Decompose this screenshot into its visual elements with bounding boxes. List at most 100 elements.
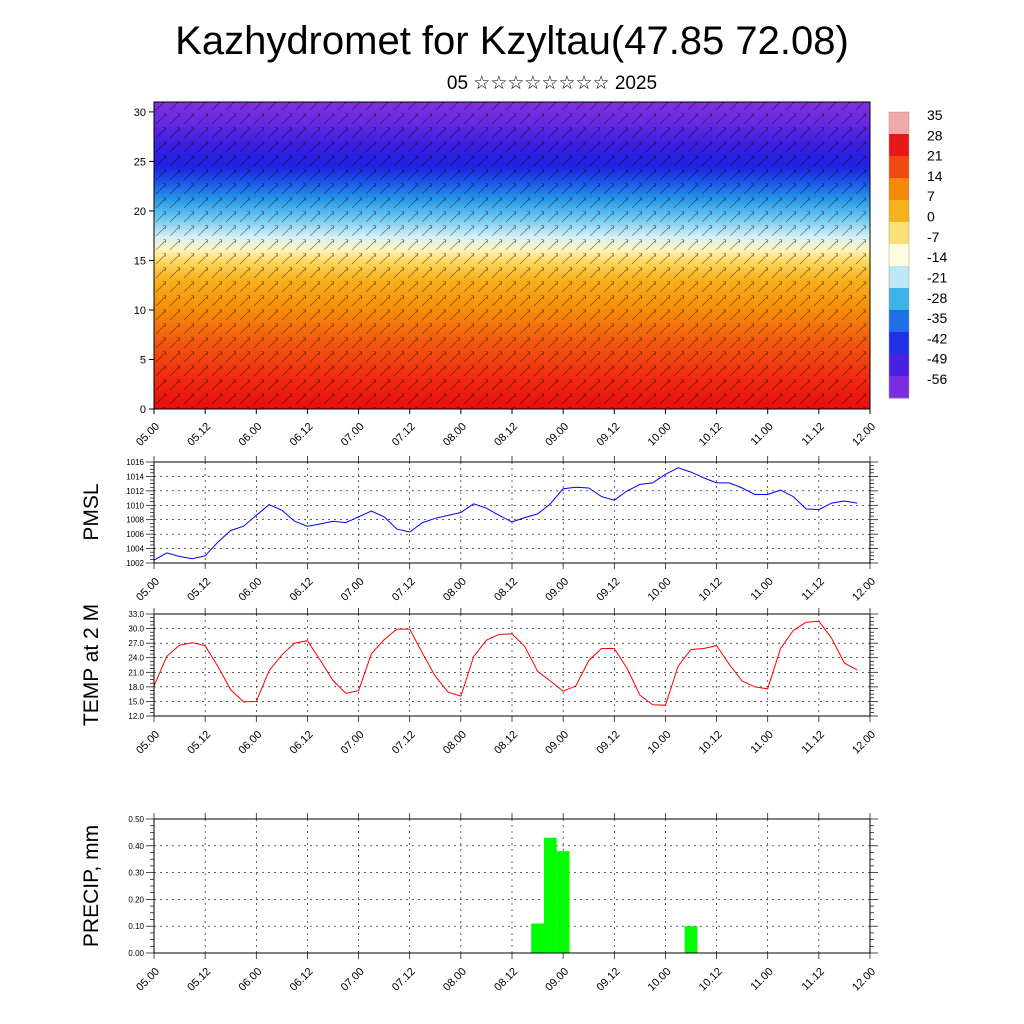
colorbar-swatch <box>889 376 909 399</box>
colorbar-label: -56 <box>927 371 947 387</box>
x-tick-label: 12.00 <box>850 576 878 604</box>
temp-panel: 12.0 15.0 18.0 21.0 24.0 27.0 30.0 33.0 05.00 05.… <box>80 604 878 757</box>
y-tick-label: 1012 <box>126 487 144 496</box>
y-tick-label: 0.00 <box>128 949 144 958</box>
y-tick-label: 1008 <box>126 516 144 525</box>
x-tick-label: 05.12 <box>185 966 213 994</box>
x-tick-label: 05.00 <box>134 729 162 757</box>
colorbar-swatch <box>889 134 909 157</box>
y-tick-label: 15 <box>134 255 146 267</box>
x-tick-label: 11.00 <box>748 966 775 993</box>
x-tick-label: 10.00 <box>646 966 674 994</box>
x-tick-label: 11.12 <box>800 966 827 993</box>
y-tick-label: 12.0 <box>128 712 144 721</box>
colorbar-label: 21 <box>927 148 943 164</box>
colorbar-label: -42 <box>927 330 947 346</box>
y-tick-label: 30.0 <box>128 625 144 634</box>
x-tick-label: 08.00 <box>441 576 469 604</box>
colorbar-swatch <box>889 332 909 355</box>
y-tick-label: 1014 <box>126 472 144 481</box>
x-tick-label: 11.12 <box>800 576 827 603</box>
precip-bar <box>684 926 698 953</box>
x-tick-label: 07.12 <box>390 729 418 757</box>
y-tick-label: 1010 <box>126 501 144 510</box>
x-tick-label: 10.12 <box>697 576 725 604</box>
x-tick-label: 05.00 <box>134 421 162 449</box>
plot-frame <box>153 818 871 954</box>
y-tick-label: 1004 <box>126 545 144 554</box>
x-tick-label: 08.00 <box>441 966 469 994</box>
colorbar-label: -49 <box>927 351 947 367</box>
colorbar-label: 14 <box>927 168 943 184</box>
y-tick-label: 0 <box>140 404 146 416</box>
colorbar-label: -35 <box>927 310 947 326</box>
x-tick-label: 12.00 <box>850 966 878 994</box>
x-tick-label: 06.12 <box>288 421 316 449</box>
precip-bar <box>543 837 557 953</box>
pmsl-panel: 1002 1004 1006 1008 1010 1012 1014 1016 05.00 05.… <box>80 456 878 604</box>
x-tick-label: 09.00 <box>543 966 571 994</box>
x-tick-label: 07.12 <box>390 966 418 994</box>
y-tick-label: 0.20 <box>128 895 144 904</box>
chart-subtitle: 05 ☆☆☆☆☆☆☆☆ 2025 <box>446 73 658 94</box>
precip-bar <box>531 923 544 953</box>
y-tick-label: 18.0 <box>128 683 144 692</box>
x-tick-label: 10.00 <box>646 576 674 604</box>
colorbar: 35 28 21 14 7 0 -7 -14 -21 -28 -35 -42 -49 -56 <box>888 107 947 399</box>
y-tick-label: 0.50 <box>128 815 144 824</box>
y-tick-label: 30 <box>134 107 146 119</box>
x-tick-label: 11.00 <box>748 576 775 603</box>
x-tick-label: 08.12 <box>492 576 520 604</box>
x-tick-label: 06.12 <box>288 729 316 757</box>
y-tick-label: 10 <box>134 305 146 317</box>
colorbar-label: -7 <box>927 229 940 245</box>
x-tick-label: 12.00 <box>850 421 878 449</box>
x-tick-label: 10.12 <box>697 729 725 757</box>
x-tick-label: 08.12 <box>492 729 520 757</box>
y-tick-label: 15.0 <box>128 697 144 706</box>
colorbar-label: 28 <box>927 127 943 143</box>
y-tick-label: 25 <box>134 156 146 168</box>
colorbar-swatch <box>889 222 909 245</box>
x-tick-label: 09.12 <box>594 576 622 604</box>
y-tick-label: 0.30 <box>128 869 144 878</box>
x-tick-label: 06.00 <box>236 576 264 604</box>
x-tick-label: 10.12 <box>697 966 725 994</box>
x-tick-label: 06.12 <box>288 966 316 994</box>
x-tick-label: 08.00 <box>441 421 469 449</box>
y-tick-label: 20 <box>134 206 146 218</box>
x-tick-label: 09.00 <box>543 729 571 757</box>
colorbar-swatch <box>889 310 909 333</box>
x-tick-label: 11.12 <box>800 729 827 756</box>
x-tick-label: 07.12 <box>390 421 418 449</box>
colorbar-swatch <box>889 288 909 311</box>
precip-panel: 0.00 0.10 0.20 0.30 0.40 0.50 05.00 05.12 06.00 0… <box>80 813 878 994</box>
plot-frame <box>153 613 871 717</box>
x-tick-label: 06.00 <box>236 421 264 449</box>
x-tick-label: 10.00 <box>646 421 674 449</box>
colorbar-label: -28 <box>927 290 947 306</box>
series-line <box>153 620 858 706</box>
x-tick-label: 10.12 <box>697 421 725 449</box>
x-tick-label: 12.00 <box>850 729 878 757</box>
cross-section-panel: 0 5 10 15 20 25 30 05.00 05.12 06.00 06.12 07.00 07.… <box>134 101 878 449</box>
y-tick-label: 1002 <box>126 559 144 568</box>
x-tick-label: 08.00 <box>441 729 469 757</box>
x-tick-label: 05.12 <box>185 729 213 757</box>
x-tick-label: 07.12 <box>390 576 418 604</box>
x-tick-label: 09.00 <box>543 421 571 449</box>
colorbar-frame <box>888 111 910 399</box>
x-tick-label: 09.12 <box>594 966 622 994</box>
x-tick-label: 10.00 <box>646 729 674 757</box>
x-tick-label: 07.00 <box>339 421 367 449</box>
colorbar-swatch <box>889 266 909 289</box>
colorbar-swatch <box>889 178 909 201</box>
x-tick-label: 05.00 <box>134 576 162 604</box>
x-tick-label: 09.12 <box>594 421 622 449</box>
wind-barbs <box>154 102 870 409</box>
x-tick-label: 09.12 <box>594 729 622 757</box>
x-tick-label: 05.12 <box>185 421 213 449</box>
y-tick-label: 1016 <box>126 458 144 467</box>
y-tick-label: 33.0 <box>128 610 144 619</box>
